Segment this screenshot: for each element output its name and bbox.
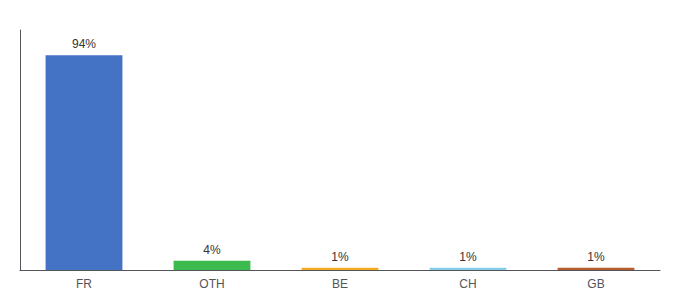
svg-text:1%: 1% (331, 250, 349, 264)
svg-text:CH: CH (459, 277, 476, 291)
svg-text:OTH: OTH (199, 277, 224, 291)
svg-text:1%: 1% (587, 250, 605, 264)
svg-text:BE: BE (332, 277, 348, 291)
svg-text:GB: GB (587, 277, 604, 291)
svg-text:1%: 1% (459, 250, 477, 264)
svg-text:94%: 94% (72, 37, 96, 51)
svg-text:FR: FR (76, 277, 92, 291)
svg-text:4%: 4% (203, 243, 221, 257)
